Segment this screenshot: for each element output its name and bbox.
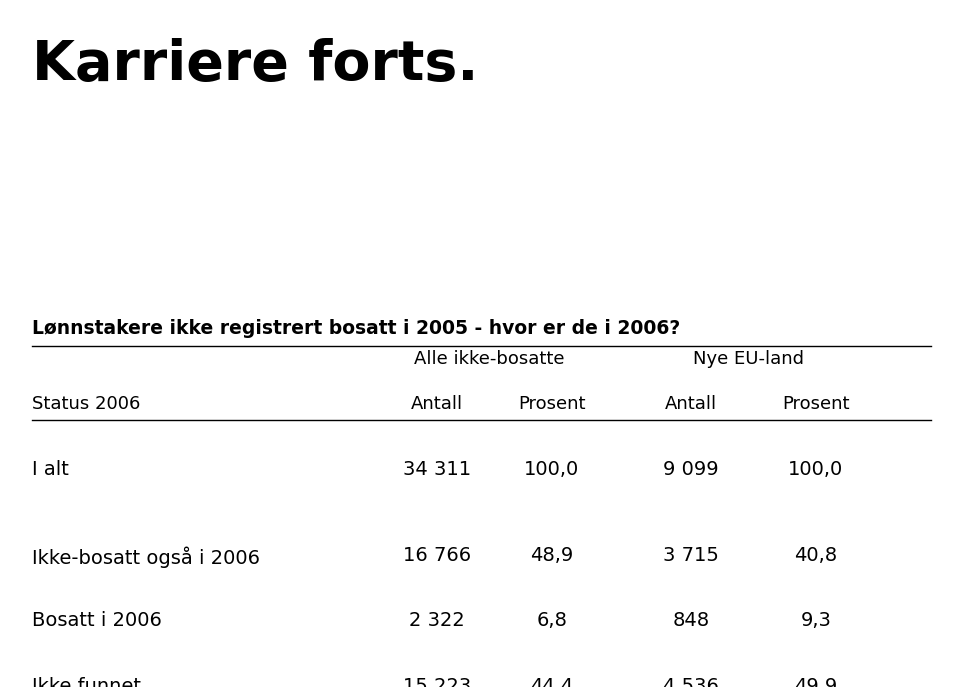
Text: 34 311: 34 311 bbox=[403, 460, 470, 480]
Text: 49,9: 49,9 bbox=[794, 677, 838, 687]
Text: 2 322: 2 322 bbox=[409, 611, 465, 631]
Text: Prosent: Prosent bbox=[518, 395, 586, 413]
Text: Nye EU-land: Nye EU-land bbox=[693, 350, 804, 368]
Text: 6,8: 6,8 bbox=[537, 611, 567, 631]
Text: 44,4: 44,4 bbox=[530, 677, 574, 687]
Text: 9,3: 9,3 bbox=[801, 611, 831, 631]
Text: Prosent: Prosent bbox=[782, 395, 850, 413]
Text: Antall: Antall bbox=[665, 395, 717, 413]
Text: Lønnstakere ikke registrert bosatt i 2005 - hvor er de i 2006?: Lønnstakere ikke registrert bosatt i 200… bbox=[32, 319, 680, 339]
Text: Karriere forts.: Karriere forts. bbox=[32, 38, 478, 92]
Text: Ikke funnet: Ikke funnet bbox=[32, 677, 141, 687]
Text: 3 715: 3 715 bbox=[663, 546, 719, 565]
Text: Status 2006: Status 2006 bbox=[32, 395, 140, 413]
Text: 40,8: 40,8 bbox=[795, 546, 837, 565]
Text: 48,9: 48,9 bbox=[530, 546, 574, 565]
Text: 15 223: 15 223 bbox=[402, 677, 471, 687]
Text: Ikke-bosatt også i 2006: Ikke-bosatt også i 2006 bbox=[32, 546, 259, 567]
Text: 4 536: 4 536 bbox=[663, 677, 719, 687]
Text: Bosatt i 2006: Bosatt i 2006 bbox=[32, 611, 161, 631]
Text: Alle ikke-bosatte: Alle ikke-bosatte bbox=[415, 350, 564, 368]
Text: 848: 848 bbox=[673, 611, 709, 631]
Text: 100,0: 100,0 bbox=[524, 460, 580, 480]
Text: I alt: I alt bbox=[32, 460, 68, 480]
Text: 100,0: 100,0 bbox=[788, 460, 844, 480]
Text: 9 099: 9 099 bbox=[663, 460, 719, 480]
Text: 16 766: 16 766 bbox=[403, 546, 470, 565]
Text: Antall: Antall bbox=[411, 395, 463, 413]
